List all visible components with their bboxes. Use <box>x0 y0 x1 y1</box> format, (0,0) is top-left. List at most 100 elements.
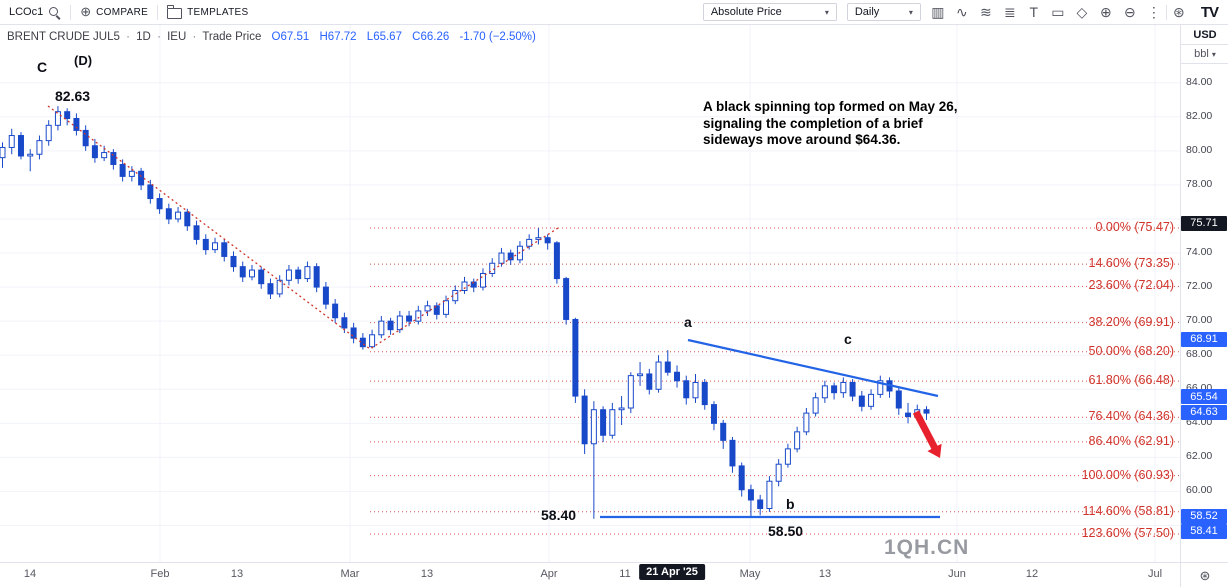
plus-circle-icon: ⊕ <box>80 4 92 19</box>
price-badge: 58.52 <box>1181 508 1227 524</box>
close-label: C <box>412 31 421 43</box>
price-axis-tick: 62.00 <box>1186 450 1213 463</box>
legend-exchange: IEU <box>167 31 187 43</box>
wave-label-c[interactable]: C <box>37 59 48 75</box>
toolbar-divider <box>70 4 72 20</box>
close-value: 66.26 <box>420 31 450 43</box>
zoom-in-icon[interactable]: ⊕ <box>1099 4 1112 20</box>
time-axis-label: Apr <box>540 568 558 580</box>
text-tool-icon[interactable]: T <box>1029 4 1039 20</box>
interval-select[interactable]: Daily ▾ <box>846 3 921 21</box>
legend-symbol-title[interactable]: BRENT CRUDE JUL5 <box>7 31 120 43</box>
time-axis-label: 13 <box>420 568 434 580</box>
low-value: 65.67 <box>373 31 402 43</box>
legend-interval[interactable]: 1D <box>136 31 151 43</box>
tradingview-logo[interactable]: TV <box>1200 3 1219 21</box>
time-axis-label: 12 <box>1025 568 1039 580</box>
zoom-out-icon[interactable]: ⊖ <box>1123 4 1136 20</box>
fib-level-label: 123.60% (57.50) <box>1081 526 1174 541</box>
chart-style-icon[interactable]: ▥ <box>931 4 945 20</box>
annotation-line: sideways move around $64.36. <box>703 132 901 147</box>
folder-icon <box>166 5 183 19</box>
price-mode-value: Absolute Price <box>710 6 782 18</box>
compare-label: COMPARE <box>96 6 149 18</box>
fib-level-label: 76.40% (64.36) <box>1088 409 1174 424</box>
axis-settings-icon: ⊛ <box>1199 567 1211 583</box>
price-axis-tick: 74.00 <box>1186 246 1213 259</box>
price-axis-tick: 80.00 <box>1186 143 1213 156</box>
time-axis-label: Jul <box>1147 568 1163 580</box>
fib-level-label: 23.60% (72.04) <box>1088 278 1174 293</box>
symbol-search-button[interactable]: LCOc1 <box>0 0 70 24</box>
symbol-legend: BRENT CRUDE JUL5 · 1D · IEU · Trade Pric… <box>7 31 536 43</box>
swing-label-c[interactable]: c <box>844 331 852 347</box>
time-axis-label: 13 <box>818 568 832 580</box>
fib-level-label: 114.60% (58.81) <box>1082 503 1175 518</box>
fib-level-label: 100.00% (60.93) <box>1081 467 1174 482</box>
legend-separator: · <box>192 31 197 43</box>
compare-symbol-icon[interactable]: ≋ <box>979 4 992 20</box>
unit-select[interactable]: bbl ▾ <box>1181 45 1228 64</box>
swing-label-a[interactable]: a <box>684 314 692 330</box>
price-axis-tick: 72.00 <box>1186 280 1213 293</box>
shapes-icon[interactable]: ▭ <box>1051 4 1065 20</box>
price-axis-tick: 70.00 <box>1186 314 1213 327</box>
fib-level-label: 14.60% (73.35) <box>1088 256 1174 271</box>
layout-grid-icon[interactable]: ≣ <box>1003 4 1016 20</box>
top-toolbar: LCOc1 ⊕ COMPARE TEMPLATES Absolute Price… <box>0 0 1228 25</box>
currency-select[interactable]: USD <box>1181 25 1228 45</box>
indicators-icon[interactable]: ∿ <box>955 4 968 20</box>
time-axis[interactable] <box>0 562 1180 587</box>
time-axis-label: Mar <box>340 568 360 580</box>
price-axis-tick: 82.00 <box>1186 109 1213 122</box>
support-price-58-40[interactable]: 58.40 <box>541 507 577 523</box>
legend-separator: · <box>126 31 130 43</box>
price-badge: 64.63 <box>1181 404 1227 420</box>
chart-plot[interactable] <box>0 25 1180 562</box>
wave-label-d[interactable]: (D) <box>74 53 93 68</box>
templates-button[interactable]: TEMPLATES <box>158 0 257 24</box>
legend-separator: · <box>157 31 161 43</box>
fib-level-label: 86.40% (62.91) <box>1088 433 1174 448</box>
legend-feed: Trade Price <box>202 31 262 43</box>
time-axis-label: 14 <box>23 568 37 580</box>
change-value: -1.70 (−2.50%) <box>459 31 536 43</box>
publish-idea-icon[interactable]: ⊛ <box>1172 4 1185 20</box>
price-axis[interactable]: USD bbl ▾ <box>1180 25 1228 562</box>
swing-label-b[interactable]: b <box>786 496 795 512</box>
open-label: O <box>271 31 281 43</box>
toolbar-divider <box>157 4 159 20</box>
time-axis-date-badge: 21 Apr '25 <box>639 564 705 580</box>
time-axis-label: 13 <box>230 568 244 580</box>
chart-text-annotation[interactable]: A black spinning top formed on May 26, si… <box>703 99 958 149</box>
compare-button[interactable]: ⊕ COMPARE <box>71 0 157 24</box>
unit-value: bbl <box>1194 48 1209 60</box>
peak-price-label[interactable]: 82.63 <box>55 88 91 104</box>
chevron-down-icon: ▾ <box>1211 50 1216 59</box>
annotation-line: signaling the completion of a brief <box>703 115 923 131</box>
price-axis-tick: 84.00 <box>1186 75 1213 88</box>
price-mode-select[interactable]: Absolute Price ▾ <box>702 3 837 21</box>
price-axis-tick: 68.00 <box>1186 348 1213 361</box>
more-options-icon[interactable]: ⋮ <box>1146 4 1161 20</box>
templates-label: TEMPLATES <box>187 6 249 18</box>
interval-value: Daily <box>854 6 880 18</box>
polygon-tool-icon[interactable]: ◇ <box>1076 4 1088 20</box>
time-axis-label: May <box>739 568 761 580</box>
chevron-down-icon: ▾ <box>908 7 913 17</box>
price-badge: 58.41 <box>1181 523 1227 539</box>
high-label: H <box>319 31 328 43</box>
high-value: 67.72 <box>327 31 357 43</box>
watermark: 1QH.CN <box>884 536 970 559</box>
fib-level-label: 50.00% (68.20) <box>1088 343 1174 358</box>
time-axis-label: Feb <box>150 568 170 580</box>
low-label: L <box>366 31 374 43</box>
support-price-58-50[interactable]: 58.50 <box>768 523 804 539</box>
axis-settings-corner[interactable]: ⊛ <box>1180 562 1228 587</box>
price-axis-tick: 60.00 <box>1186 484 1213 497</box>
time-axis-label: Jun <box>948 568 966 580</box>
chevron-down-icon: ▾ <box>824 7 829 17</box>
open-value: 67.51 <box>280 31 310 43</box>
time-axis-label: 11 <box>619 568 631 580</box>
